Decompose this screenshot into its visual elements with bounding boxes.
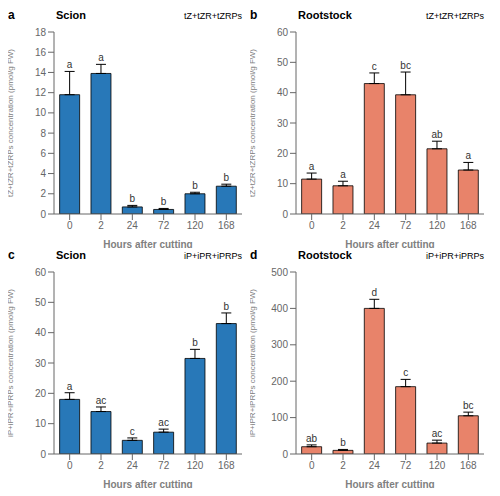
svg-text:c: c	[372, 61, 377, 72]
svg-text:0: 0	[40, 209, 46, 220]
svg-text:b: b	[192, 337, 198, 348]
svg-text:20: 20	[35, 388, 47, 399]
svg-text:4: 4	[40, 168, 46, 179]
svg-text:500: 500	[271, 267, 288, 278]
svg-text:168: 168	[460, 460, 477, 471]
svg-text:18: 18	[35, 27, 47, 38]
svg-text:120: 120	[429, 220, 446, 231]
svg-text:b: b	[130, 193, 136, 204]
svg-text:a: a	[98, 52, 104, 63]
svg-text:b: b	[192, 180, 198, 191]
html-text:iP+iPR+iPRPs: iP+iPR+iPRPs	[426, 251, 484, 261]
svg-text:Hours after cutting: Hours after cutting	[103, 479, 192, 488]
html-text:b: b	[250, 8, 258, 22]
svg-text:c: c	[130, 426, 135, 437]
svg-text:a: a	[67, 59, 73, 70]
html-text:Rootstock: Rootstock	[298, 9, 352, 21]
svg-text:20: 20	[277, 148, 289, 159]
svg-text:12: 12	[35, 87, 47, 98]
svg-text:14: 14	[35, 67, 47, 78]
svg-text:24: 24	[127, 460, 139, 471]
svg-text:60: 60	[277, 27, 289, 38]
svg-text:6: 6	[40, 148, 46, 159]
svg-text:2: 2	[98, 460, 104, 471]
svg-text:24: 24	[369, 460, 381, 471]
svg-text:Hours after cutting: Hours after cutting	[345, 239, 434, 248]
svg-text:100: 100	[271, 412, 288, 423]
svg-text:bc: bc	[463, 400, 474, 411]
svg-text:b: b	[224, 172, 230, 183]
svg-text:0: 0	[40, 449, 46, 460]
svg-text:a: a	[466, 150, 472, 161]
svg-text:168: 168	[460, 220, 477, 231]
svg-text:iP+iPR+iPRPs concentration (pm: iP+iPR+iPRPs concentration (pmol/g FW)	[8, 289, 15, 437]
svg-text:0: 0	[282, 449, 288, 460]
svg-text:0: 0	[67, 460, 73, 471]
svg-text:iP+iPR+iPRPs concentration (pm: iP+iPR+iPRPs concentration (pmol/g FW)	[250, 289, 257, 437]
svg-text:ac: ac	[158, 417, 169, 428]
svg-text:30: 30	[35, 358, 47, 369]
svg-text:2: 2	[98, 220, 104, 231]
svg-text:40: 40	[277, 87, 289, 98]
svg-text:168: 168	[218, 460, 235, 471]
html-text:a: a	[8, 8, 15, 22]
html-text:tZ+tZR+tZRPs: tZ+tZR+tZRPs	[184, 11, 242, 21]
svg-text:bc: bc	[400, 60, 411, 71]
svg-text:b: b	[340, 437, 346, 448]
svg-text:50: 50	[277, 57, 289, 68]
svg-text:200: 200	[271, 376, 288, 387]
svg-text:0: 0	[309, 460, 315, 471]
svg-text:b: b	[224, 301, 230, 312]
svg-text:ab: ab	[306, 433, 318, 444]
svg-text:0: 0	[67, 220, 73, 231]
svg-text:24: 24	[369, 220, 381, 231]
svg-text:Hours after cutting: Hours after cutting	[103, 239, 192, 248]
svg-text:2: 2	[340, 460, 346, 471]
svg-text:ac: ac	[96, 395, 107, 406]
svg-text:40: 40	[35, 327, 47, 338]
svg-text:2: 2	[40, 188, 46, 199]
svg-text:a: a	[67, 381, 73, 392]
svg-text:60: 60	[35, 267, 47, 278]
svg-text:10: 10	[35, 107, 47, 118]
svg-text:10: 10	[35, 418, 47, 429]
svg-text:24: 24	[127, 220, 139, 231]
svg-text:168: 168	[218, 220, 235, 231]
svg-text:ab: ab	[431, 129, 443, 140]
html-text:Scion: Scion	[56, 249, 86, 261]
svg-text:d: d	[372, 287, 378, 298]
svg-text:400: 400	[271, 303, 288, 314]
svg-text:c: c	[403, 367, 408, 378]
svg-text:ac: ac	[432, 428, 443, 439]
svg-text:50: 50	[35, 297, 47, 308]
html-text:c: c	[8, 248, 15, 262]
svg-text:120: 120	[187, 460, 204, 471]
svg-text:2: 2	[340, 220, 346, 231]
svg-text:16: 16	[35, 47, 47, 58]
svg-text:Hours after cutting: Hours after cutting	[345, 479, 434, 488]
html-text:iP+iPR+iPRPs: iP+iPR+iPRPs	[184, 251, 242, 261]
svg-text:a: a	[309, 161, 315, 172]
html-text:d: d	[250, 248, 258, 262]
svg-text:120: 120	[187, 220, 204, 231]
html-text:Rootstock: Rootstock	[298, 249, 352, 261]
html-text:tZ+tZR+tZRPs: tZ+tZR+tZRPs	[426, 11, 484, 21]
svg-text:0: 0	[282, 209, 288, 220]
svg-text:72: 72	[400, 460, 412, 471]
svg-text:a: a	[340, 169, 346, 180]
svg-text:300: 300	[271, 339, 288, 350]
svg-text:10: 10	[277, 178, 289, 189]
svg-text:120: 120	[429, 460, 446, 471]
svg-text:b: b	[161, 196, 167, 207]
svg-text:0: 0	[309, 220, 315, 231]
svg-text:72: 72	[158, 460, 170, 471]
svg-text:tZ+tZR+tZRPs concentration (pm: tZ+tZR+tZRPs concentration (pmol/g FW)	[250, 49, 257, 197]
svg-text:8: 8	[40, 128, 46, 139]
svg-text:tZ+tZR+tZRPs concentration (pm: tZ+tZR+tZRPs concentration (pmol/g FW)	[8, 49, 15, 197]
svg-text:30: 30	[277, 118, 289, 129]
svg-text:72: 72	[400, 220, 412, 231]
svg-text:72: 72	[158, 220, 170, 231]
html-text:Scion: Scion	[56, 9, 86, 21]
